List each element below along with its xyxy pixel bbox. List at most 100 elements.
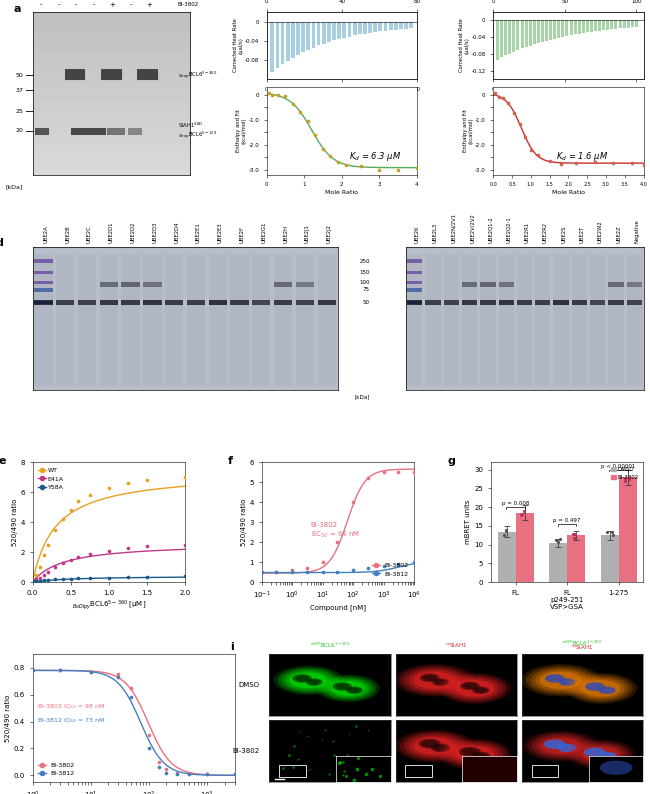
Bar (443, 254, 459, 386)
Bar (318, 300, 336, 306)
Bar (635, 21, 638, 27)
Point (123, 476, 133, 489)
Text: 37: 37 (15, 87, 23, 93)
Point (58, 513, 68, 526)
Bar (99, 254, 118, 386)
Ellipse shape (558, 678, 575, 686)
Point (142, 571, 152, 584)
Point (514, 118, 525, 130)
Point (273, 88, 283, 101)
Ellipse shape (532, 734, 590, 758)
Ellipse shape (570, 742, 632, 767)
Point (545, 154, 555, 167)
Text: $K_d$ = 6.3 μM: $K_d$ = 6.3 μM (349, 150, 402, 163)
Text: 50: 50 (363, 300, 370, 305)
Bar (373, 21, 377, 32)
Text: UBE2Q2-1: UBE2Q2-1 (506, 216, 511, 243)
Bar (274, 282, 292, 287)
Bar (553, 21, 556, 39)
Y-axis label: Enthalpy and Fit
(kcal/mol): Enthalpy and Fit (kcal/mol) (463, 110, 473, 152)
Bar (317, 21, 320, 45)
Bar (358, 21, 361, 34)
Point (320, 723, 330, 736)
Bar (528, 21, 532, 45)
Bar (498, 531, 515, 582)
X-axis label: Mole Ratio: Mole Ratio (325, 190, 358, 195)
Point (289, 740, 299, 753)
Point (202, 768, 212, 781)
Point (348, 495, 359, 508)
Bar (443, 300, 459, 306)
Y-axis label: Enthalpy and Fit
(kcal/mol): Enthalpy and Fit (kcal/mol) (236, 110, 247, 152)
Point (84, 489, 95, 502)
Point (348, 564, 359, 576)
Point (161, 766, 172, 779)
Ellipse shape (447, 676, 502, 700)
Text: UBE2G1: UBE2G1 (261, 222, 266, 243)
Bar (499, 254, 514, 386)
Point (302, 566, 312, 579)
Text: UBE2C: UBE2C (87, 225, 92, 243)
Text: [kDa]: [kDa] (6, 184, 23, 190)
Point (318, 566, 328, 579)
Text: UBE2T: UBE2T (579, 225, 584, 243)
Bar (378, 21, 382, 31)
Text: +: + (109, 2, 115, 8)
Point (571, 157, 581, 170)
Point (85, 665, 96, 678)
Legend: BI-3802, BI-3812: BI-3802, BI-3812 (36, 760, 77, 779)
Ellipse shape (459, 747, 481, 757)
Bar (525, 21, 528, 47)
Text: $^{vs}$SIAH1: $^{vs}$SIAH1 (445, 642, 468, 650)
Point (378, 466, 389, 479)
Bar (627, 254, 642, 386)
Point (363, 562, 373, 575)
Point (393, 558, 404, 571)
Ellipse shape (422, 740, 437, 747)
Y-axis label: 520/490 ratio: 520/490 ratio (5, 695, 11, 742)
Ellipse shape (536, 736, 586, 756)
Bar (384, 21, 387, 31)
Text: UBE2Z: UBE2Z (616, 225, 621, 243)
Bar (296, 300, 314, 306)
Point (317, 733, 327, 746)
Point (374, 164, 385, 177)
Point (27, 575, 38, 588)
Point (256, 566, 267, 579)
Point (533, 148, 543, 161)
Point (103, 572, 114, 584)
Point (31, 572, 42, 585)
Text: UBE2D3: UBE2D3 (152, 222, 157, 243)
Ellipse shape (471, 752, 491, 760)
Text: UBE2R2: UBE2R2 (543, 222, 548, 243)
Bar (512, 21, 515, 52)
Bar (101, 69, 122, 80)
Bar (363, 21, 367, 33)
Ellipse shape (521, 664, 601, 696)
Point (73, 495, 83, 507)
Point (303, 764, 313, 777)
X-axis label: Compound [nM]: Compound [nM] (310, 604, 366, 611)
Ellipse shape (395, 730, 474, 762)
Point (318, 556, 328, 569)
Ellipse shape (395, 664, 474, 696)
Ellipse shape (409, 735, 460, 757)
Point (50, 573, 60, 586)
Bar (71, 129, 88, 135)
Ellipse shape (317, 675, 380, 702)
Bar (500, 21, 503, 57)
Point (50, 561, 60, 573)
Ellipse shape (530, 668, 592, 692)
Point (73, 550, 83, 563)
Point (202, 768, 212, 781)
Ellipse shape (431, 744, 450, 752)
Ellipse shape (584, 747, 606, 757)
Point (123, 571, 133, 584)
Ellipse shape (438, 673, 511, 703)
Ellipse shape (328, 680, 369, 697)
Text: $K_d$ = 1.6 μM: $K_d$ = 1.6 μM (556, 150, 608, 163)
Point (294, 725, 305, 738)
Point (526, 144, 536, 156)
Text: UBE2D2: UBE2D2 (131, 222, 136, 243)
Bar (608, 300, 624, 306)
